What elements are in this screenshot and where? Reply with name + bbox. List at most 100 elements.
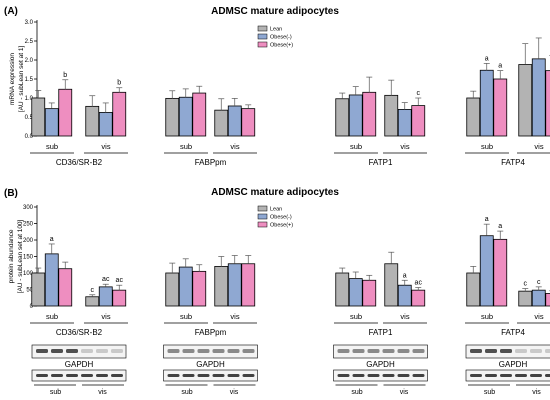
panel-a-x-group-label: FATP1 <box>369 158 393 167</box>
panel-b-bar <box>85 296 100 307</box>
gapdh-band <box>96 374 108 377</box>
panel-a-bar <box>85 105 100 137</box>
gapdh-band <box>197 374 210 377</box>
blot-band <box>212 349 225 353</box>
panel-b-legend-entry: Lean <box>270 207 282 213</box>
gapdh-band <box>382 374 395 377</box>
panel-a-y-tick-label: 0.5 <box>25 115 34 121</box>
panel-b-bar <box>493 238 508 307</box>
panel-b-bar <box>531 289 546 307</box>
gapdh-band <box>337 374 350 377</box>
gapdh-band <box>500 374 512 377</box>
gapdh-label: GAPDH <box>65 360 94 369</box>
panel-b-bar <box>44 253 59 307</box>
panel-a-y-tick-label: 0.0 <box>25 134 34 140</box>
panel-a-bar <box>531 58 546 137</box>
panel-b-bar <box>227 263 242 307</box>
blot-band <box>412 349 425 353</box>
blot-band <box>227 349 240 353</box>
panel-b-x-group-label: FABPpm <box>195 328 227 337</box>
blot-band <box>51 349 63 353</box>
blot-strip <box>333 344 428 359</box>
blot-band <box>367 349 380 353</box>
panel-b-x-sublabel: vis <box>101 312 110 321</box>
panel-a-bar <box>112 91 127 137</box>
panel-b-x-sublabel: vis <box>534 312 543 321</box>
panel-a-x-sublabel: vis <box>101 142 110 151</box>
panel-b-bar <box>58 268 73 307</box>
blot-band <box>242 349 255 353</box>
panel-a-x-group-label: FATP4 <box>501 158 525 167</box>
panel-b-y-label-2: [AU - subLean set at 100] <box>17 219 24 293</box>
panel-a-annotation: c <box>417 90 421 97</box>
lane-label-vis: vis <box>400 389 409 396</box>
gapdh-band <box>530 374 542 377</box>
panel-b-annotation: a <box>498 223 502 230</box>
panel-a-bar <box>493 78 508 137</box>
panel-a-bar <box>384 94 399 137</box>
blot-band <box>382 349 395 353</box>
panel-a-legend-entry: Obese(-) <box>270 35 292 41</box>
panel-a-bar <box>545 70 550 137</box>
blot-band <box>167 349 180 353</box>
gapdh-band <box>81 374 93 377</box>
panel-a-label: (A) <box>4 6 18 17</box>
panel-b-bar <box>192 270 207 307</box>
panel-a-x-sublabel: vis <box>534 142 543 151</box>
panel-b-x-sublabel: sub <box>180 312 192 321</box>
gapdh-band <box>545 374 550 377</box>
panel-b-annotation: ac <box>415 280 423 287</box>
panel-b-bar <box>112 289 127 307</box>
gapdh-band <box>397 374 410 377</box>
panel-a-x-sublabel: sub <box>350 142 362 151</box>
panel-a-bar <box>178 96 193 137</box>
panel-b-bar <box>545 293 550 307</box>
blot-band <box>197 349 210 353</box>
panel-a-bar <box>192 92 207 137</box>
lane-label-vis: vis <box>230 389 239 396</box>
panel-a-bar <box>227 105 242 137</box>
lane-label-sub: sub <box>351 389 362 396</box>
blot-band <box>96 349 108 353</box>
panel-a-annotation: a <box>498 63 502 70</box>
panel-b-x-sublabel: vis <box>400 312 409 321</box>
panel-a-bar <box>518 64 533 137</box>
panel-a-title: ADMSC mature adipocytes <box>211 6 339 17</box>
gapdh-band <box>412 374 425 377</box>
blot-band <box>66 349 78 353</box>
panel-b-bar <box>518 290 533 307</box>
gapdh-label: GAPDH <box>366 360 395 369</box>
blot-band <box>397 349 410 353</box>
panel-b-bar <box>178 266 193 307</box>
panel-a-bar <box>241 108 256 137</box>
panel-a-x-sublabel: sub <box>481 142 493 151</box>
panel-a-annotation: a <box>485 55 489 62</box>
panel-b-bar <box>397 284 412 307</box>
gapdh-label: GAPDH <box>499 360 528 369</box>
gapdh-band <box>485 374 497 377</box>
panel-b-x-sublabel: vis <box>230 312 239 321</box>
gapdh-band <box>242 374 255 377</box>
panel-b-bar <box>362 279 377 307</box>
blot-band <box>500 349 512 353</box>
blot-band <box>545 349 550 353</box>
panel-b-bar <box>241 263 256 307</box>
panel-a-y-tick-label: 3.0 <box>25 20 34 26</box>
blot-band <box>485 349 497 353</box>
panel-a-legend-swatch <box>257 41 268 48</box>
lane-label-sub: sub <box>181 389 192 396</box>
panel-b-bar <box>214 265 229 307</box>
panel-b-y-tick-label: 0 <box>30 304 34 310</box>
panel-b-bar <box>335 272 350 307</box>
panel-b-bar <box>384 263 399 307</box>
blot-band <box>36 349 48 353</box>
panel-a-bar <box>98 112 113 137</box>
gapdh-band <box>111 374 123 377</box>
panel-b-x-group-label: FATP1 <box>369 328 393 337</box>
panel-a-annotation: b <box>117 80 121 87</box>
gapdh-band <box>51 374 63 377</box>
blot-band <box>530 349 542 353</box>
panel-a-bar <box>58 88 73 137</box>
panel-a-bar <box>44 108 59 137</box>
panel-b-legend-entry: Obese(+) <box>270 223 293 229</box>
